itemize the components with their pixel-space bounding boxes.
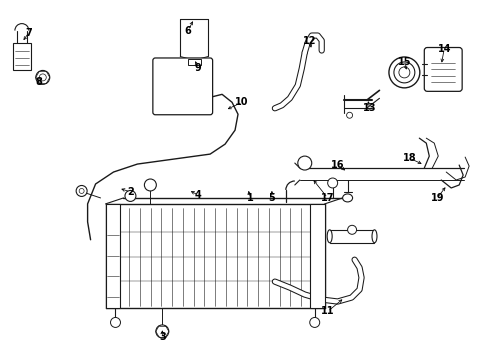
Bar bbox=[187, 59, 200, 66]
Text: 8: 8 bbox=[35, 77, 42, 87]
Text: 10: 10 bbox=[235, 97, 248, 107]
Circle shape bbox=[144, 179, 156, 191]
Circle shape bbox=[388, 57, 419, 88]
Text: 3: 3 bbox=[159, 332, 165, 342]
Circle shape bbox=[297, 156, 311, 170]
Ellipse shape bbox=[326, 230, 331, 243]
Text: 1: 1 bbox=[246, 193, 253, 203]
Text: 11: 11 bbox=[320, 306, 334, 316]
Text: 6: 6 bbox=[184, 26, 191, 36]
Text: 15: 15 bbox=[397, 58, 410, 67]
Text: 9: 9 bbox=[194, 63, 201, 73]
Text: 16: 16 bbox=[330, 160, 344, 170]
Text: 2: 2 bbox=[127, 187, 134, 197]
FancyBboxPatch shape bbox=[424, 48, 461, 91]
Circle shape bbox=[39, 74, 46, 81]
Circle shape bbox=[76, 185, 87, 197]
Circle shape bbox=[347, 225, 356, 234]
Circle shape bbox=[125, 190, 136, 201]
Text: 4: 4 bbox=[194, 190, 201, 200]
Text: 12: 12 bbox=[303, 36, 316, 46]
Bar bbox=[105, 204, 120, 307]
Ellipse shape bbox=[342, 194, 352, 202]
Text: 17: 17 bbox=[320, 193, 334, 203]
Bar bbox=[13, 42, 31, 71]
Circle shape bbox=[309, 318, 319, 328]
Text: 13: 13 bbox=[362, 103, 375, 113]
FancyBboxPatch shape bbox=[153, 58, 212, 115]
Circle shape bbox=[79, 189, 84, 193]
Text: 7: 7 bbox=[25, 28, 32, 37]
Circle shape bbox=[398, 67, 409, 78]
Text: 18: 18 bbox=[402, 153, 415, 163]
Circle shape bbox=[156, 325, 168, 338]
Circle shape bbox=[110, 318, 120, 328]
Ellipse shape bbox=[371, 230, 376, 243]
Circle shape bbox=[346, 112, 352, 118]
Text: 14: 14 bbox=[437, 44, 450, 54]
Text: 5: 5 bbox=[268, 193, 275, 203]
Circle shape bbox=[36, 71, 50, 84]
Circle shape bbox=[393, 62, 414, 83]
Circle shape bbox=[327, 178, 337, 188]
Text: 19: 19 bbox=[429, 193, 443, 203]
Bar bbox=[309, 204, 324, 307]
